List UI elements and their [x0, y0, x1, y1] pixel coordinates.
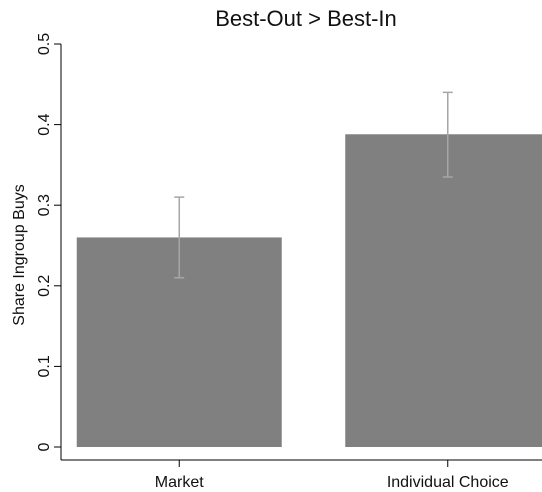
x-tick-label: Market	[155, 474, 204, 491]
x-ticks-group: Market Individual Choice	[155, 460, 509, 491]
y-ticks-group: 0 0.1 0.2 0.3 0.4 0.5	[36, 33, 61, 451]
y-tick-label: 0.3	[36, 194, 53, 216]
x-tick-label: Individual Choice	[387, 474, 509, 491]
y-tick-label: 0.4	[36, 113, 53, 135]
y-tick-label: 0.1	[36, 355, 53, 377]
y-tick-label: 0.2	[36, 275, 53, 297]
y-axis-label: Share Ingroup Buys	[11, 184, 28, 325]
chart-title: Best-Out > Best-In	[215, 6, 397, 31]
bar-individual-choice	[345, 134, 542, 447]
bars-group	[76, 134, 542, 447]
y-tick-label: 0	[36, 442, 53, 451]
y-tick-label: 0.5	[36, 33, 53, 55]
error-bars-group	[174, 91, 453, 279]
